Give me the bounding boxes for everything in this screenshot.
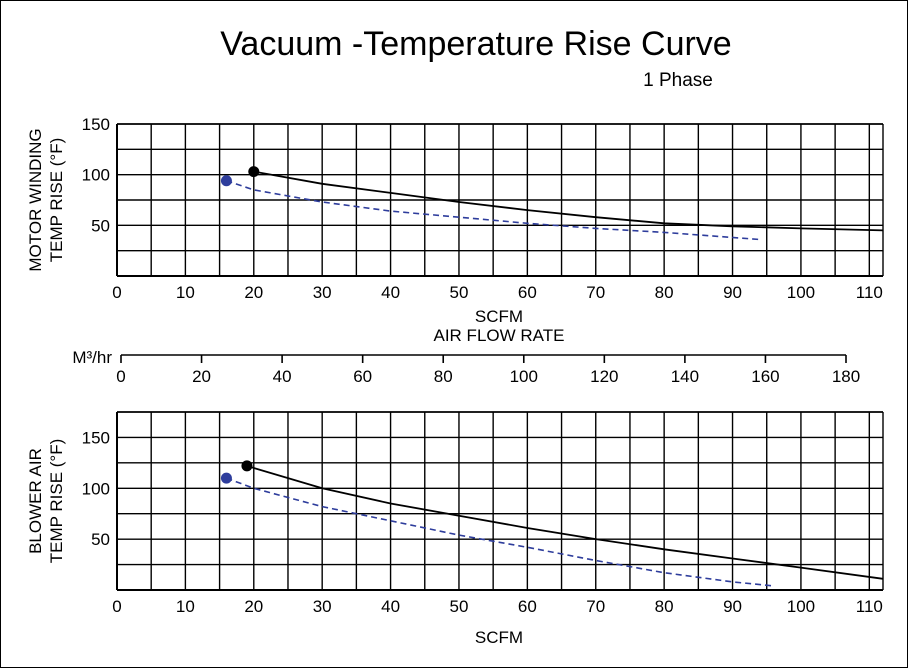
y-tick-label: 50 <box>91 530 110 549</box>
series-start-point-dashed <box>220 472 232 484</box>
y-tick-label: 50 <box>91 216 110 235</box>
x-tick-label: 60 <box>518 597 537 616</box>
x-tick-label: 60 <box>518 283 537 302</box>
series-line-solid <box>246 465 884 580</box>
x-tick-label: 90 <box>723 597 742 616</box>
secondary-axis-tick-label: 80 <box>434 367 453 386</box>
secondary-axis-tick-label: 20 <box>192 367 211 386</box>
series-line-dashed <box>226 477 774 587</box>
x-tick-label: 0 <box>112 283 121 302</box>
chart-subtitle: 1 Phase <box>643 70 713 91</box>
x-tick-label: 40 <box>381 283 400 302</box>
series-start-point-dashed <box>220 175 232 187</box>
x-tick-label: 50 <box>450 597 469 616</box>
series-line-dashed <box>226 179 760 241</box>
secondary-axis-tick-label: 40 <box>273 367 292 386</box>
x-tick-label: 20 <box>244 283 263 302</box>
series-start-point-solid <box>248 166 260 178</box>
y-axis-label-line2: TEMP RISE (°F) <box>47 439 66 564</box>
y-tick-label: 150 <box>82 428 110 447</box>
air-flow-rate-axis: AIR FLOW RATE M³/hr 0 20 40 60 80 100 120 140 16… <box>72 326 860 386</box>
x-tick-label: 80 <box>655 283 674 302</box>
x-tick-label: 10 <box>176 597 195 616</box>
secondary-axis-tick-label: 100 <box>510 367 538 386</box>
x-tick-label: 90 <box>723 283 742 302</box>
x-tick-label: 50 <box>450 283 469 302</box>
y-tick-label: 100 <box>82 479 110 498</box>
x-tick-label: 30 <box>313 597 332 616</box>
y-axis-label-line2: TEMP RISE (°F) <box>47 138 66 263</box>
motor-winding-chart: 0 10 20 30 40 50 60 70 80 90 100 110 50 100 150 SCFM MOT… <box>26 115 884 326</box>
y-axis-label-line1: MOTOR WINDING <box>26 128 45 271</box>
x-tick-label: 0 <box>112 597 121 616</box>
secondary-axis-tick-label: 0 <box>116 367 125 386</box>
blower-air-chart: 0 10 20 30 40 50 60 70 80 90 100 110 50 100 150 SCFM BLO… <box>26 411 884 647</box>
x-tick-label: 40 <box>381 597 400 616</box>
air-flow-rate-label: AIR FLOW RATE <box>434 326 565 345</box>
x-tick-label: 10 <box>176 283 195 302</box>
x-tick-label: 70 <box>586 597 605 616</box>
x-tick-label: 100 <box>787 597 815 616</box>
x-tick-label: 30 <box>313 283 332 302</box>
series-line-solid <box>253 170 884 232</box>
y-tick-label: 100 <box>82 166 110 185</box>
secondary-axis-tick-label: 60 <box>353 367 372 386</box>
x-axis-label: SCFM <box>475 307 523 326</box>
x-tick-label: 100 <box>787 283 815 302</box>
air-flow-rate-unit: M³/hr <box>72 348 112 367</box>
secondary-axis-tick-label: 180 <box>832 367 860 386</box>
y-tick-label: 150 <box>82 115 110 134</box>
x-tick-label: 110 <box>856 597 883 616</box>
y-axis-label-line1: BLOWER AIR <box>26 448 45 554</box>
x-tick-label: 20 <box>244 597 263 616</box>
secondary-axis-tick-label: 160 <box>751 367 779 386</box>
x-axis-label: SCFM <box>475 628 523 647</box>
x-tick-label: 110 <box>856 283 883 302</box>
chart-title: Vacuum -Temperature Rise Curve <box>220 25 731 63</box>
x-tick-label: 70 <box>586 283 605 302</box>
secondary-axis-tick-label: 120 <box>590 367 618 386</box>
x-tick-label: 80 <box>655 597 674 616</box>
secondary-axis-tick-label: 140 <box>671 367 699 386</box>
series-start-point-solid <box>241 460 253 472</box>
